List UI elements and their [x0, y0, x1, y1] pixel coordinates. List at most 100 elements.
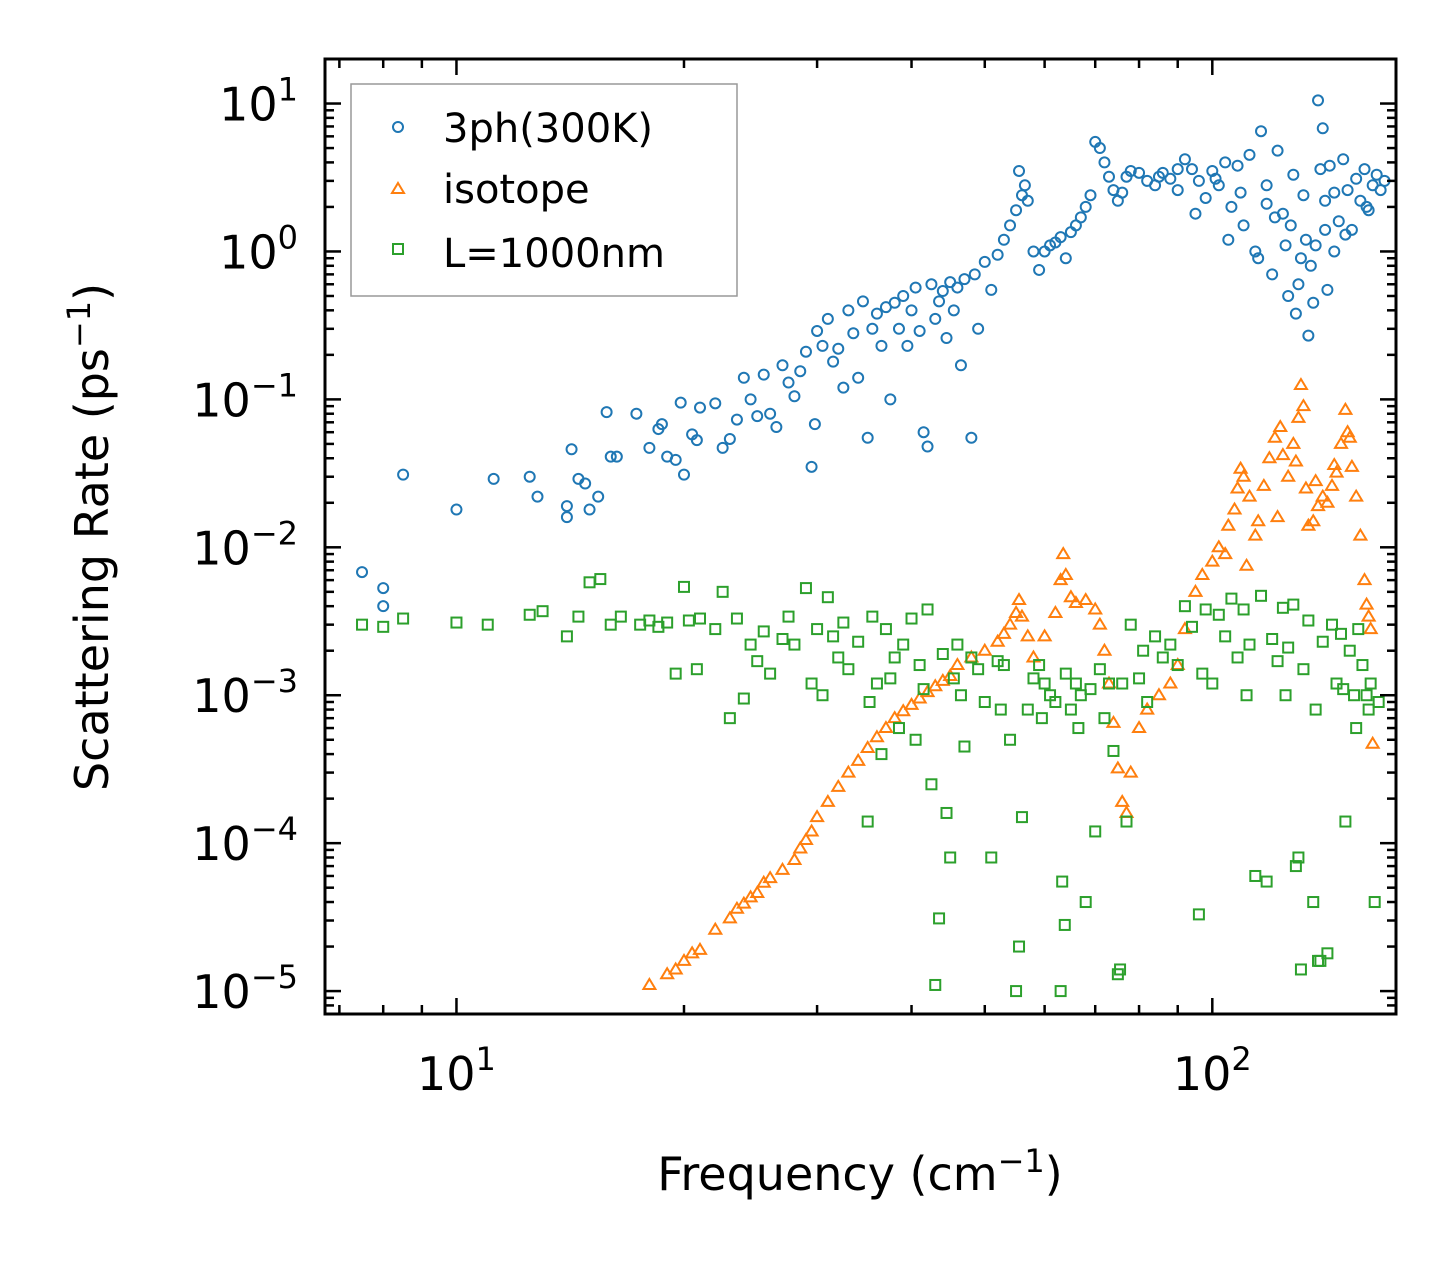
data-point-triangle	[1063, 589, 1079, 603]
data-point-circle	[1323, 159, 1336, 172]
data-point-circle	[1225, 200, 1238, 213]
data-point-square	[669, 667, 682, 680]
y-tick-label: 10−2	[192, 514, 298, 575]
data-point-triangle	[749, 885, 766, 899]
data-point-square	[1325, 618, 1338, 631]
data-point-square	[954, 689, 967, 702]
data-point-square	[1079, 896, 1092, 909]
legend: 3ph(300K) isotope L=1000nm	[350, 83, 738, 297]
data-point-circle	[794, 365, 807, 378]
data-point-triangle	[1288, 453, 1304, 467]
data-point-square	[1038, 677, 1051, 690]
data-point-triangle	[1298, 480, 1314, 494]
data-point-triangle	[840, 764, 857, 778]
legend-label-isotope: isotope	[443, 167, 590, 213]
data-point-circle	[560, 511, 573, 524]
data-point-circle	[1360, 200, 1373, 213]
data-point-triangle	[1295, 398, 1312, 412]
data-point-circle	[1171, 163, 1184, 176]
data-point-square	[866, 610, 879, 623]
data-point-square	[940, 806, 953, 819]
data-point-circle	[565, 443, 578, 456]
data-point-circle	[397, 468, 410, 481]
data-point-square	[1084, 683, 1097, 696]
data-point-circle	[933, 295, 946, 308]
data-point-circle	[901, 339, 914, 352]
data-point-circle	[776, 359, 789, 372]
data-point-square	[523, 608, 536, 621]
data-point-circle	[1171, 184, 1184, 197]
data-point-square	[1156, 651, 1169, 664]
data-point-triangle	[1305, 513, 1322, 527]
data-point-square	[811, 623, 824, 636]
y-tick-label: 10−5	[192, 958, 298, 1019]
data-point-triangle	[1341, 429, 1358, 443]
data-point-square	[730, 612, 743, 625]
data-point-circle	[716, 441, 729, 454]
data-point-square	[690, 663, 703, 676]
data-point-square	[1069, 677, 1082, 690]
data-point-square	[709, 623, 722, 636]
data-point-square	[1064, 703, 1077, 716]
data-point-circle	[655, 418, 668, 431]
data-point-triangle	[1238, 557, 1255, 571]
data-point-square	[776, 632, 789, 645]
data-point-square	[1231, 651, 1244, 664]
data-point-square	[604, 618, 617, 631]
data-point-circle	[356, 566, 369, 579]
data-point-square	[1059, 667, 1072, 680]
data-point-circle	[1358, 163, 1371, 176]
data-point-circle	[1243, 148, 1256, 161]
data-point-square	[1334, 627, 1347, 640]
data-point-triangle	[1348, 488, 1364, 502]
legend-entry-3ph: 3ph(300K)	[392, 106, 653, 152]
data-point-square	[1102, 677, 1115, 690]
data-point-triangle	[1358, 596, 1375, 610]
data-point-circle	[852, 371, 865, 384]
data-point-square	[1033, 659, 1046, 672]
data-point-triangle	[1261, 450, 1278, 464]
data-point-square	[837, 616, 850, 629]
data-point-square	[805, 677, 818, 690]
data-point-triangle	[830, 778, 847, 792]
data-point-triangle	[774, 861, 791, 875]
data-point-circle	[1249, 245, 1262, 258]
data-point-square	[1171, 659, 1184, 672]
data-point-triangle	[1194, 567, 1211, 580]
data-point-circle	[1189, 207, 1202, 220]
data-point-square	[978, 696, 991, 709]
data-point-circle	[487, 472, 500, 485]
data-point-triangle	[1319, 494, 1336, 508]
data-point-circle	[600, 406, 613, 419]
data-point-circle	[837, 381, 850, 394]
data-point-circle	[610, 450, 623, 463]
data-point-square	[744, 638, 757, 651]
data-point-circle	[905, 304, 918, 317]
data-point-circle	[808, 418, 821, 431]
data-point-square	[1089, 825, 1102, 838]
data-point-square	[1266, 632, 1279, 645]
data-point-circle	[730, 413, 743, 426]
data-point-square	[1271, 655, 1284, 668]
data-point-circle	[583, 503, 596, 516]
data-point-triangle	[869, 729, 885, 743]
data-point-circle	[1178, 153, 1191, 166]
data-point-circle	[560, 500, 573, 513]
data-point-square	[450, 616, 463, 629]
data-point-square	[1035, 712, 1048, 725]
data-point-triangle	[1290, 409, 1307, 423]
data-point-circle	[1093, 142, 1106, 155]
data-point-triangle	[1008, 604, 1024, 618]
data-point-circle	[1271, 144, 1284, 157]
data-point-square	[1240, 689, 1253, 702]
data-point-circle	[1307, 296, 1320, 309]
data-point-triangle	[942, 668, 958, 681]
legend-marker-triangle	[390, 181, 406, 194]
data-point-triangle	[1307, 473, 1324, 487]
data-point-circle	[832, 342, 845, 355]
data-point-circle	[997, 233, 1010, 246]
data-point-circle	[630, 407, 643, 420]
data-point-circle	[788, 390, 801, 403]
data-point-circle	[1255, 125, 1268, 138]
data-point-triangle	[1131, 720, 1147, 734]
